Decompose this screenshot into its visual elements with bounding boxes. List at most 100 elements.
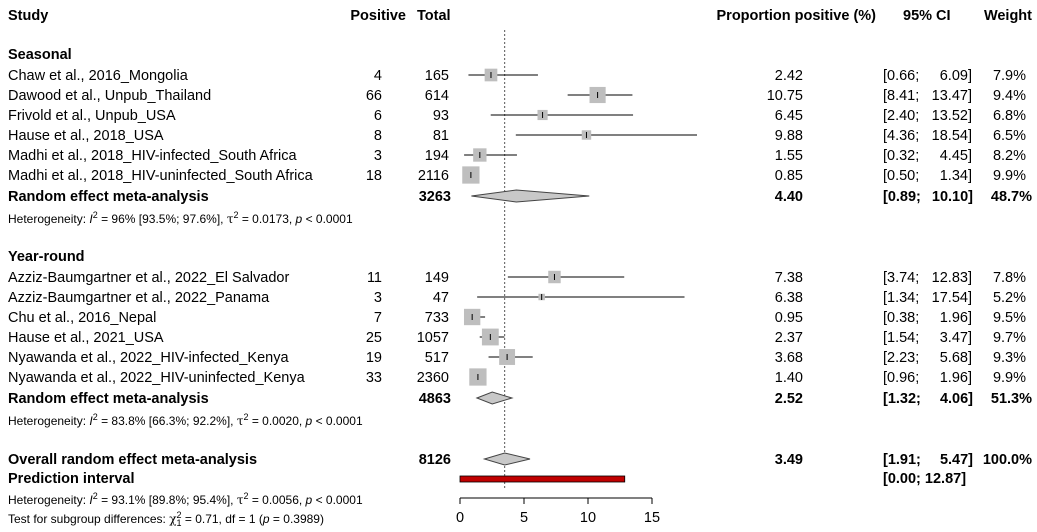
study-weight: 6.8% (992, 108, 1026, 124)
study-ci: [0.38; 1.96] (883, 310, 972, 326)
study-total: 517 (424, 350, 449, 366)
summary-weight: 51.3% (990, 391, 1032, 407)
study-total: 165 (424, 68, 449, 84)
study-name: Nyawanda et al., 2022_HIV-infected_Kenya (8, 350, 289, 366)
study-proportion: 6.45 (774, 108, 803, 124)
overall-heterogeneity: Heterogeneity: I2 = 93.1% [89.8%; 95.4%]… (8, 491, 363, 507)
study-proportion: 0.95 (774, 310, 803, 326)
study-ci: [0.66; 6.09] (883, 68, 972, 84)
study-positive: 7 (373, 310, 382, 326)
study-name: Azziz-Baumgartner et al., 2022_Panama (8, 290, 270, 306)
header-total: Total (417, 8, 451, 24)
study-proportion: 0.85 (774, 168, 803, 184)
x-tick-label: 15 (644, 510, 660, 526)
overall-prop: 3.49 (774, 452, 803, 468)
study-proportion: 3.68 (774, 350, 803, 366)
study-name: Chu et al., 2016_Nepal (8, 310, 157, 326)
study-positive: 11 (366, 270, 382, 286)
study-name: Frivold et al., Unpub_USA (8, 108, 176, 124)
overall-ci: [1.91; 5.47] (883, 452, 973, 468)
study-name: Madhi et al., 2018_HIV-uninfected_South … (8, 168, 313, 184)
summary-weight: 48.7% (990, 189, 1032, 205)
header-weight: Weight (983, 8, 1032, 24)
study-proportion: 1.55 (774, 148, 803, 164)
header-study: Study (8, 8, 49, 24)
study-ci: [3.74; 12.83] (883, 270, 972, 286)
summary-total: 3263 (418, 189, 451, 205)
study-proportion: 6.38 (774, 290, 803, 306)
study-total: 47 (432, 290, 449, 306)
x-tick-label: 0 (456, 510, 464, 526)
study-ci: [8.41; 13.47] (883, 88, 972, 104)
header-ci: 95% CI (903, 8, 951, 24)
study-ci: [1.54; 3.47] (883, 330, 972, 346)
study-positive: 33 (365, 370, 382, 386)
group-title-seasonal: Seasonal (8, 47, 72, 63)
study-name: Hause et al., 2018_USA (8, 128, 164, 144)
study-total: 149 (424, 270, 449, 286)
overall-label: Overall random effect meta-analysis (8, 452, 258, 468)
study-proportion: 2.37 (774, 330, 803, 346)
overall-weight: 100.0% (982, 452, 1032, 468)
study-positive: 8 (373, 128, 382, 144)
header-positive: Positive (350, 8, 406, 24)
study-proportion: 2.42 (774, 68, 803, 84)
study-positive: 3 (373, 148, 382, 164)
summary-ci: [0.89; 10.10] (883, 189, 973, 205)
summary-proportion: 2.52 (774, 391, 803, 407)
study-weight: 9.3% (992, 350, 1026, 366)
summary-proportion: 4.40 (774, 189, 803, 205)
study-proportion: 1.40 (774, 370, 803, 386)
group-title-year-round: Year-round (8, 249, 85, 265)
study-ci: [1.34; 17.54] (883, 290, 972, 306)
study-total: 93 (432, 108, 449, 124)
x-tick-label: 10 (580, 510, 596, 526)
header-proportion: Proportion positive (%) (716, 8, 877, 24)
study-weight: 9.4% (992, 88, 1026, 104)
study-name: Dawood et al., Unpub_Thailand (8, 88, 212, 104)
study-positive: 6 (373, 108, 382, 124)
study-name: Nyawanda et al., 2022_HIV-uninfected_Ken… (8, 370, 305, 386)
prediction-ci: [0.00; 12.87] (883, 471, 967, 487)
study-total: 1057 (416, 330, 449, 346)
study-name: Madhi et al., 2018_HIV-infected_South Af… (8, 148, 297, 164)
study-name: Chaw et al., 2016_Mongolia (8, 68, 188, 84)
study-weight: 8.2% (992, 148, 1026, 164)
study-weight: 7.9% (992, 68, 1026, 84)
study-total: 2116 (417, 168, 449, 184)
study-positive: 3 (373, 290, 382, 306)
study-proportion: 7.38 (774, 270, 803, 286)
study-name: Hause et al., 2021_USA (8, 330, 164, 346)
prediction-interval-bar (459, 475, 626, 483)
summary-diamond (471, 189, 590, 203)
study-weight: 9.7% (992, 330, 1026, 346)
study-ci: [2.40; 13.52] (883, 108, 972, 124)
study-total: 614 (424, 88, 449, 104)
summary-diamond (482, 452, 531, 466)
study-ci: [0.32; 4.45] (883, 148, 972, 164)
study-weight: 5.2% (992, 290, 1026, 306)
summary-ci: [1.32; 4.06] (883, 391, 973, 407)
subgroup-test: Test for subgroup differences: χ12 = 0.7… (8, 510, 324, 528)
study-positive: 4 (373, 68, 382, 84)
study-positive: 19 (365, 350, 382, 366)
study-weight: 6.5% (992, 128, 1026, 144)
study-ci: [0.96; 1.96] (883, 370, 972, 386)
summary-diamond (475, 391, 514, 405)
summary-total: 4863 (418, 391, 451, 407)
study-ci: [4.36; 18.54] (883, 128, 972, 144)
study-weight: 9.9% (992, 168, 1026, 184)
summary-label: Random effect meta-analysis (8, 189, 209, 205)
study-ci: [0.50; 1.34] (883, 168, 972, 184)
study-weight: 7.8% (992, 270, 1026, 286)
study-weight: 9.9% (992, 370, 1026, 386)
study-positive: 25 (365, 330, 382, 346)
study-positive: 66 (365, 88, 382, 104)
overall-total: 8126 (418, 452, 451, 468)
study-positive: 18 (365, 168, 382, 184)
summary-label: Random effect meta-analysis (8, 391, 209, 407)
prediction-label: Prediction interval (8, 471, 135, 487)
group-heterogeneity: Heterogeneity: I2 = 83.8% [66.3%; 92.2%]… (8, 412, 363, 428)
study-total: 2360 (416, 370, 449, 386)
